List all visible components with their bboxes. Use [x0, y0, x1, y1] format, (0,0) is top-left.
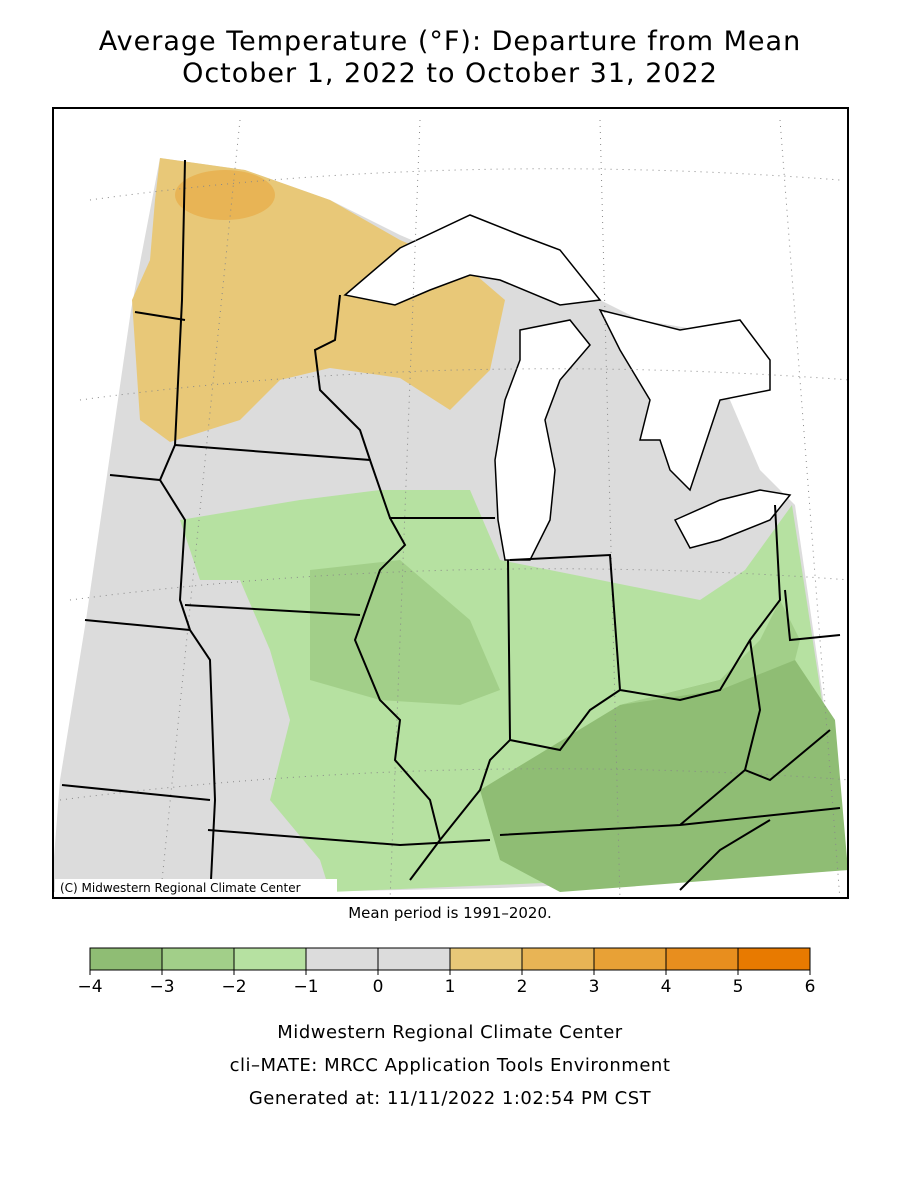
legend-tick-label: −3	[149, 977, 174, 997]
legend-tick-label: −1	[293, 977, 318, 997]
lake-michigan	[494, 319, 591, 561]
legend-tick-label: 1	[445, 977, 456, 997]
map: (C) Midwestern Regional Climate Center	[52, 107, 849, 899]
title-line: October 1, 2022 to October 31, 2022	[182, 58, 718, 89]
region-cooler	[310, 560, 500, 705]
legend-tick-label: −4	[77, 977, 102, 997]
title-line: Average Temperature (°F): Departure from…	[99, 26, 801, 57]
region-coolest	[480, 660, 848, 892]
legend-tick-label: 5	[733, 977, 744, 997]
legend-tick-label: 0	[373, 977, 384, 997]
region-warm	[132, 158, 505, 442]
footer-line: Midwestern Regional Climate Center	[277, 1022, 623, 1043]
copyright-box	[55, 879, 337, 897]
map-frame	[52, 107, 849, 899]
region-cooler	[620, 600, 800, 705]
state-lines	[61, 159, 841, 898]
legend-swatch	[377, 947, 451, 971]
legend-swatch	[737, 947, 811, 971]
legend-tick-label: 2	[517, 977, 528, 997]
legend-swatch	[665, 947, 739, 971]
mean-period-note: Mean period is 1991–2020.	[348, 904, 552, 922]
legend-tick-label: 3	[589, 977, 600, 997]
legend-swatch	[449, 947, 523, 971]
legend-swatch	[161, 947, 235, 971]
lake-huron	[598, 308, 771, 492]
copyright: (C) Midwestern Regional Climate Center	[60, 881, 301, 895]
lake-erie	[673, 489, 792, 549]
lake-superior	[343, 214, 602, 306]
region-warmer	[175, 170, 275, 220]
legend-swatch	[89, 947, 163, 971]
legend-tick-label: 6	[805, 977, 816, 997]
footer-line: cli–MATE: MRCC Application Tools Environ…	[230, 1055, 671, 1076]
legend-tick-label: −2	[221, 977, 246, 997]
legend-tick-label: 4	[661, 977, 672, 997]
footer-line: Generated at: 11/11/2022 1:02:54 PM CST	[249, 1088, 652, 1109]
grid-lines	[59, 119, 848, 898]
legend-swatch	[521, 947, 595, 971]
legend: −4 −3 −2 −1 0 1 2 3 4 5 6	[77, 947, 816, 997]
legend-swatch	[233, 947, 307, 971]
legend-swatch	[305, 947, 379, 971]
legend-swatch	[593, 947, 667, 971]
